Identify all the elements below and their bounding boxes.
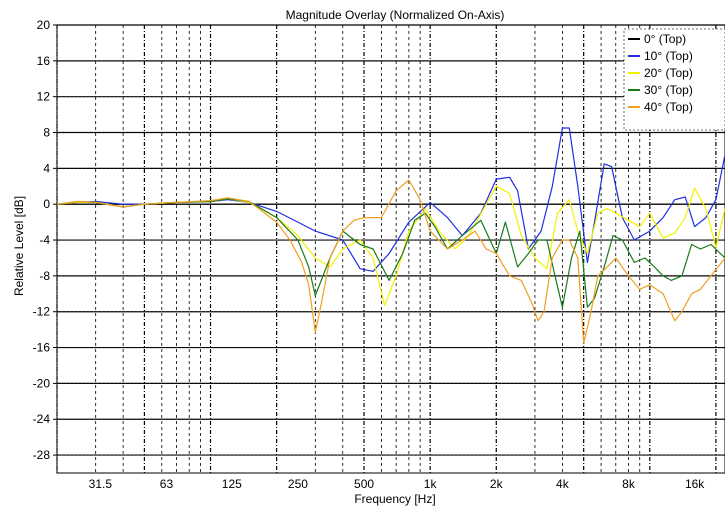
y-tick-label: -8 — [39, 269, 50, 283]
series-layer — [56, 127, 725, 344]
x-tick-label: 4k — [556, 477, 570, 491]
y-tick-label: 4 — [43, 161, 50, 175]
horizontal-grid — [57, 24, 725, 456]
x-axis-ticks: 31.5 63 125 250 500 1k 2k 4k 8k 16k — [89, 477, 706, 491]
x-tick-label: 1k — [424, 477, 438, 491]
legend-item: 10° (Top) — [644, 49, 693, 63]
y-axis-ticks: 20 16 12 8 4 0 -4 -8 -12 -16 -20 -24 -28 — [33, 18, 57, 462]
y-tick-label: 0 — [43, 197, 50, 211]
legend-item: 30° (Top) — [644, 83, 693, 97]
x-tick-label: 31.5 — [89, 477, 113, 491]
y-tick-label: 12 — [37, 90, 51, 104]
y-tick-label: 16 — [37, 54, 51, 68]
plot-frame — [56, 24, 725, 474]
series-line-4 — [56, 179, 725, 344]
legend-box — [623, 28, 725, 131]
y-axis-label: Relative Level [dB] — [12, 196, 26, 296]
x-tick-label: 16k — [685, 477, 705, 491]
legend-item: 0° (Top) — [644, 32, 686, 46]
x-tick-label: 2k — [490, 477, 504, 491]
x-tick-label: 125 — [222, 477, 242, 491]
series-line-1 — [56, 127, 725, 272]
plot-area — [56, 24, 725, 474]
y-tick-label: -12 — [33, 305, 51, 319]
x-axis-label: Frequency [Hz] — [354, 492, 435, 506]
y-tick-label: 8 — [43, 126, 50, 140]
y-tick-label: -28 — [33, 448, 51, 462]
legend-item: 20° (Top) — [644, 66, 693, 80]
x-tick-label: 250 — [288, 477, 308, 491]
x-tick-label: 8k — [622, 477, 636, 491]
y-tick-label: 20 — [37, 18, 51, 32]
legend-item: 40° (Top) — [644, 100, 693, 114]
x-tick-label: 500 — [354, 477, 374, 491]
chart-title: Magnitude Overlay (Normalized On-Axis) — [286, 8, 505, 22]
x-tick-label: 63 — [160, 477, 174, 491]
y-tick-label: -4 — [39, 233, 50, 247]
legend: 0° (Top) 10° (Top) 20° (Top) 30° (Top) 40° (… — [623, 28, 725, 131]
y-tick-label: -16 — [33, 341, 51, 355]
y-tick-label: -24 — [33, 412, 51, 426]
y-tick-label: -20 — [33, 376, 51, 390]
